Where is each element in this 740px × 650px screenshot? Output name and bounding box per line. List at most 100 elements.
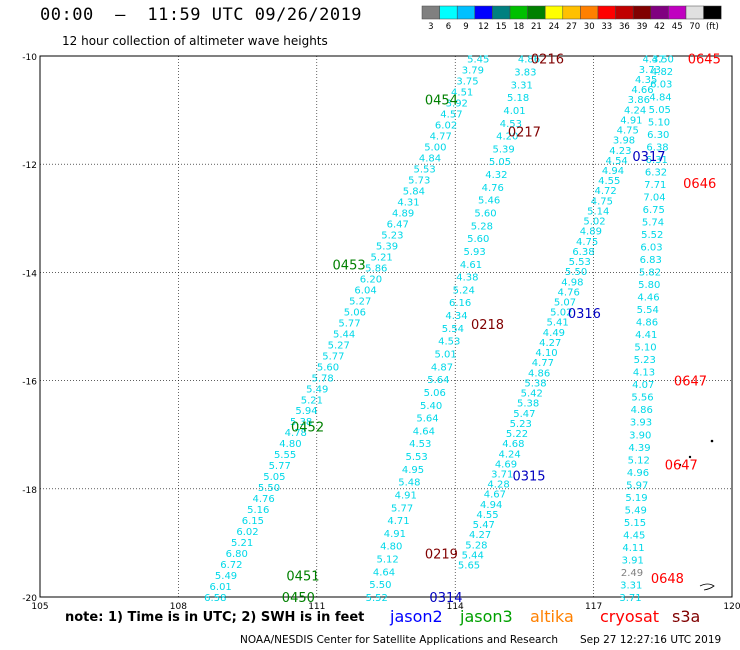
wave-height-value: 4.46	[637, 293, 659, 304]
lon-tick-label: 105	[31, 602, 48, 612]
wave-height-value: 5.60	[474, 209, 496, 220]
wave-height-value: 5.52	[366, 593, 388, 604]
wave-height-value: 5.10	[634, 343, 656, 354]
wave-height-value: 5.54	[442, 324, 464, 335]
wave-height-value: 5.56	[631, 393, 653, 404]
colorbar-label: 15	[496, 22, 507, 32]
wave-height-value: 5.05	[263, 472, 285, 483]
wave-height-value: 6.02	[435, 121, 457, 132]
wave-height-value: 6.38	[646, 142, 668, 153]
lon-tick-label: 114	[447, 602, 464, 612]
wave-height-value: 4.89	[580, 227, 602, 238]
wave-height-value: 5.77	[322, 351, 344, 362]
wave-height-value: 5.23	[510, 419, 532, 430]
wave-height-value: 5.22	[506, 429, 528, 440]
coastline	[699, 583, 715, 591]
wave-height-value: 5.07	[554, 298, 576, 309]
wave-height-value: 4.24	[499, 449, 521, 460]
wave-height-value: 5.12	[377, 555, 399, 566]
wave-height-value: 5.21	[301, 395, 323, 406]
wave-height-value: 3.71	[619, 593, 641, 604]
wave-height-value: 4.64	[373, 567, 395, 578]
wave-height-value: 4.91	[384, 529, 406, 540]
wave-height-value: 5.48	[398, 478, 420, 489]
wave-height-value: 5.86	[365, 263, 387, 274]
wave-height-value: 4.84	[419, 154, 441, 165]
wave-height-value: 6.03	[640, 242, 662, 253]
wave-height-value: 4.86	[631, 405, 653, 416]
colorbar-label: 30	[584, 22, 595, 32]
wave-height-value: 5.23	[634, 355, 656, 366]
wave-height-value: 4.27	[539, 338, 561, 349]
wave-height-value: 7.04	[643, 192, 665, 203]
map-subtitle: 12 hour collection of altimeter wave hei…	[62, 34, 328, 48]
wave-height-value: 5.27	[328, 340, 350, 351]
colorbar-legend: 3 6 9 12 15 18 21 24 27 30 33 36 39 42 45 70 (ft)	[421, 5, 722, 32]
wave-height-value: 5.40	[420, 401, 442, 412]
wave-height-value: 4.86	[528, 368, 550, 379]
wave-height-value: 4.34	[445, 311, 467, 322]
pass-label: 0219	[425, 548, 458, 563]
wave-height-value: 5.45	[467, 55, 489, 66]
wave-height-value: 5.50	[369, 580, 391, 591]
wave-height-value: 4.38	[456, 273, 478, 284]
pass-label: 0648	[651, 572, 684, 587]
wave-height-value: 5.46	[478, 196, 500, 207]
wave-height-value: 5.49	[306, 384, 328, 395]
wave-height-value: 5.38	[524, 378, 546, 389]
lat-tick-label: -10	[22, 53, 37, 63]
wave-height-value: 4.76	[252, 494, 274, 505]
wave-height-value: 4.69	[495, 459, 517, 470]
legend-cryosat: cryosat	[600, 607, 660, 626]
wave-height-value: 5.49	[215, 571, 237, 582]
wave-height-value: 5.52	[641, 230, 663, 241]
pass-label: 0645	[688, 53, 721, 68]
wave-height-value: 5.42	[521, 389, 543, 400]
wave-height-value: 4.35	[635, 75, 657, 86]
pass-label: 0451	[286, 569, 319, 584]
wave-height-value: 4.94	[480, 500, 502, 511]
wave-height-value: 5.38	[290, 417, 312, 428]
pass-label: 0314	[429, 591, 462, 606]
wave-height-value: 4.77	[532, 358, 554, 369]
wave-height-value: 5.77	[338, 318, 360, 329]
wave-height-value: 4.41	[635, 330, 657, 341]
wave-height-value: 3.31	[620, 580, 642, 591]
wave-height-value: 6.75	[643, 205, 665, 216]
wave-height-value: 5.39	[493, 144, 515, 155]
footer-note: note: 1) Time is in UTC; 2) SWH is in fe…	[65, 610, 365, 625]
wave-height-value: 5.28	[465, 540, 487, 551]
pass-label: 0217	[508, 126, 541, 141]
legend-altika: altika	[530, 607, 574, 626]
colorbar-label: 39	[637, 22, 648, 32]
wave-height-value: 5.50	[565, 267, 587, 278]
wave-height-value: 5.64	[416, 414, 438, 425]
wave-height-value: 6.47	[387, 219, 409, 230]
wave-height-value: 4.51	[451, 88, 473, 99]
lat-tick-label: -14	[22, 269, 37, 279]
pass-label: 0453	[333, 258, 366, 273]
wave-height-value: 4.24	[624, 105, 646, 116]
lat-tick-label: -16	[22, 378, 37, 388]
wave-height-value: 5.14	[587, 206, 609, 217]
wave-height-value: 3.71	[491, 469, 513, 480]
wave-height-value: 4.77	[430, 132, 452, 143]
wave-height-value: 5.02	[583, 217, 605, 228]
wave-height-value: 4.66	[631, 85, 653, 96]
wave-height-value: 5.94	[295, 406, 317, 417]
lat-tick-label: -18	[22, 486, 37, 496]
wave-height-value: 4.98	[561, 277, 583, 288]
wave-height-value: 5.05	[649, 105, 671, 116]
wave-height-value: 5.19	[625, 493, 647, 504]
colorbar-swatch	[703, 5, 722, 20]
wave-height-value: 4.37	[642, 55, 664, 66]
wave-height-value: 3.92	[446, 99, 468, 110]
legend-s3a: s3a	[672, 607, 701, 626]
lon-tick-label: 117	[585, 602, 602, 612]
wave-height-value: 6.58	[204, 593, 226, 604]
legend-jason3: jason3	[460, 607, 513, 626]
wave-height-value: 5.44	[462, 550, 484, 561]
wave-height-value: 4.07	[632, 380, 654, 391]
wave-height-value: 5.73	[408, 176, 430, 187]
colorbar-label: 6	[446, 22, 451, 32]
